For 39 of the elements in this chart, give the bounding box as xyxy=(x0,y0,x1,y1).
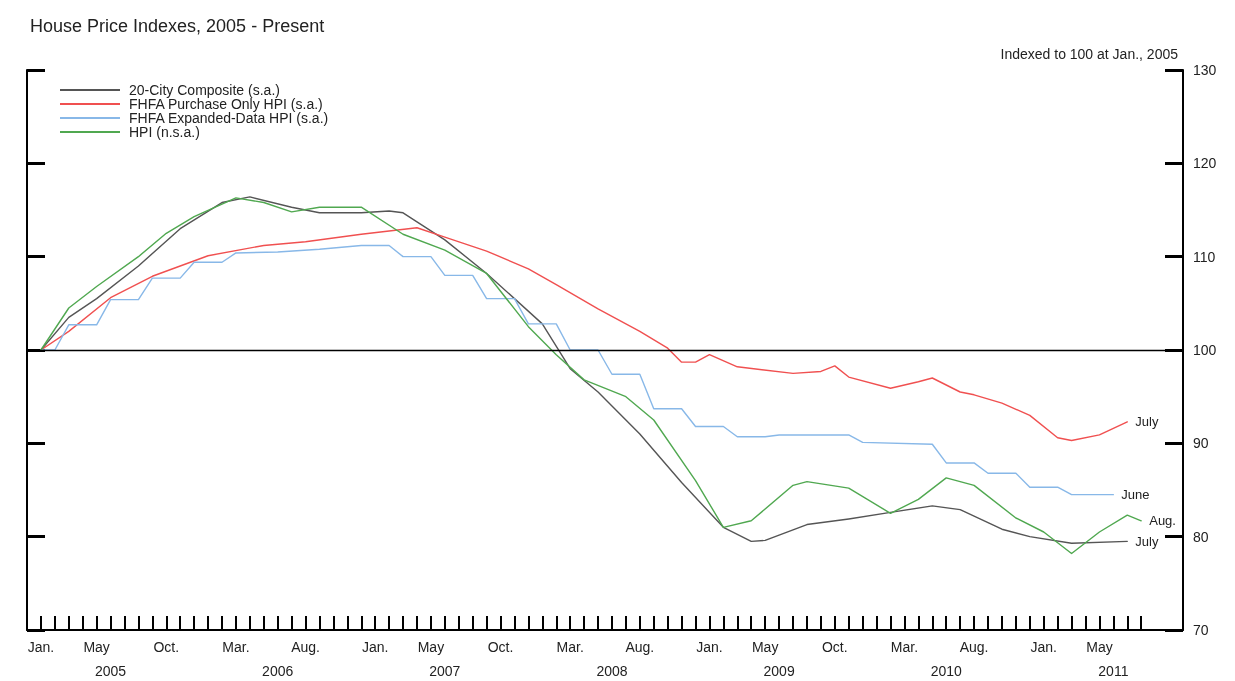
chart-title: House Price Indexes, 2005 - Present xyxy=(30,16,325,36)
x2-tick-label: 2005 xyxy=(94,663,127,679)
x-tick-label: Jan. xyxy=(1030,639,1057,655)
x-tick-label: Mar. xyxy=(222,639,250,655)
x-tick-label: May xyxy=(417,639,445,655)
x2-tick-label: 2010 xyxy=(930,663,963,679)
y-tick-label: 120 xyxy=(1193,155,1217,172)
x-tick-label: May xyxy=(751,639,779,655)
x2-tick-label: 2009 xyxy=(763,663,795,679)
x-tick-label: Oct. xyxy=(821,639,848,655)
x2-tick-label: 2011 xyxy=(1098,663,1129,679)
x-tick-label: Aug. xyxy=(959,639,989,655)
x-tick-label: May xyxy=(1086,639,1113,655)
x-tick-label: May xyxy=(83,639,110,655)
x2-tick-label: 2006 xyxy=(262,663,294,679)
annotation: July xyxy=(1135,533,1159,549)
x-tick-label: Jan. xyxy=(696,639,723,655)
y-tick-label: 130 xyxy=(1193,62,1217,78)
annotation: July xyxy=(1135,414,1159,430)
x-tick-label: Mar. xyxy=(890,639,919,655)
x-tick-label: Jan. xyxy=(361,639,389,655)
legend-label: 20-City Composite (s.a.) xyxy=(129,82,280,98)
y-tick-label: 80 xyxy=(1193,528,1209,545)
x-tick-label: Aug. xyxy=(625,639,655,655)
x-tick-label: Jan. xyxy=(27,639,55,655)
chart-subtitle: Indexed to 100 at Jan., 2005 xyxy=(1000,46,1179,62)
x-tick-label: Oct. xyxy=(487,639,514,655)
y-tick-label: 70 xyxy=(1193,622,1209,638)
x-tick-label: Mar. xyxy=(556,639,584,655)
legend-label: HPI (n.s.a.) xyxy=(129,124,200,140)
y-tick-label: 100 xyxy=(1193,342,1217,358)
y-tick-label: 110 xyxy=(1193,248,1216,265)
x2-tick-label: 2007 xyxy=(429,663,461,679)
x2-tick-label: 2008 xyxy=(596,663,628,679)
y-tick-label: 90 xyxy=(1193,435,1209,452)
x-tick-label: Oct. xyxy=(153,639,180,655)
x-tick-label: Aug. xyxy=(291,639,320,655)
annotation: Aug. xyxy=(1149,513,1176,529)
annotation: June xyxy=(1121,487,1150,503)
